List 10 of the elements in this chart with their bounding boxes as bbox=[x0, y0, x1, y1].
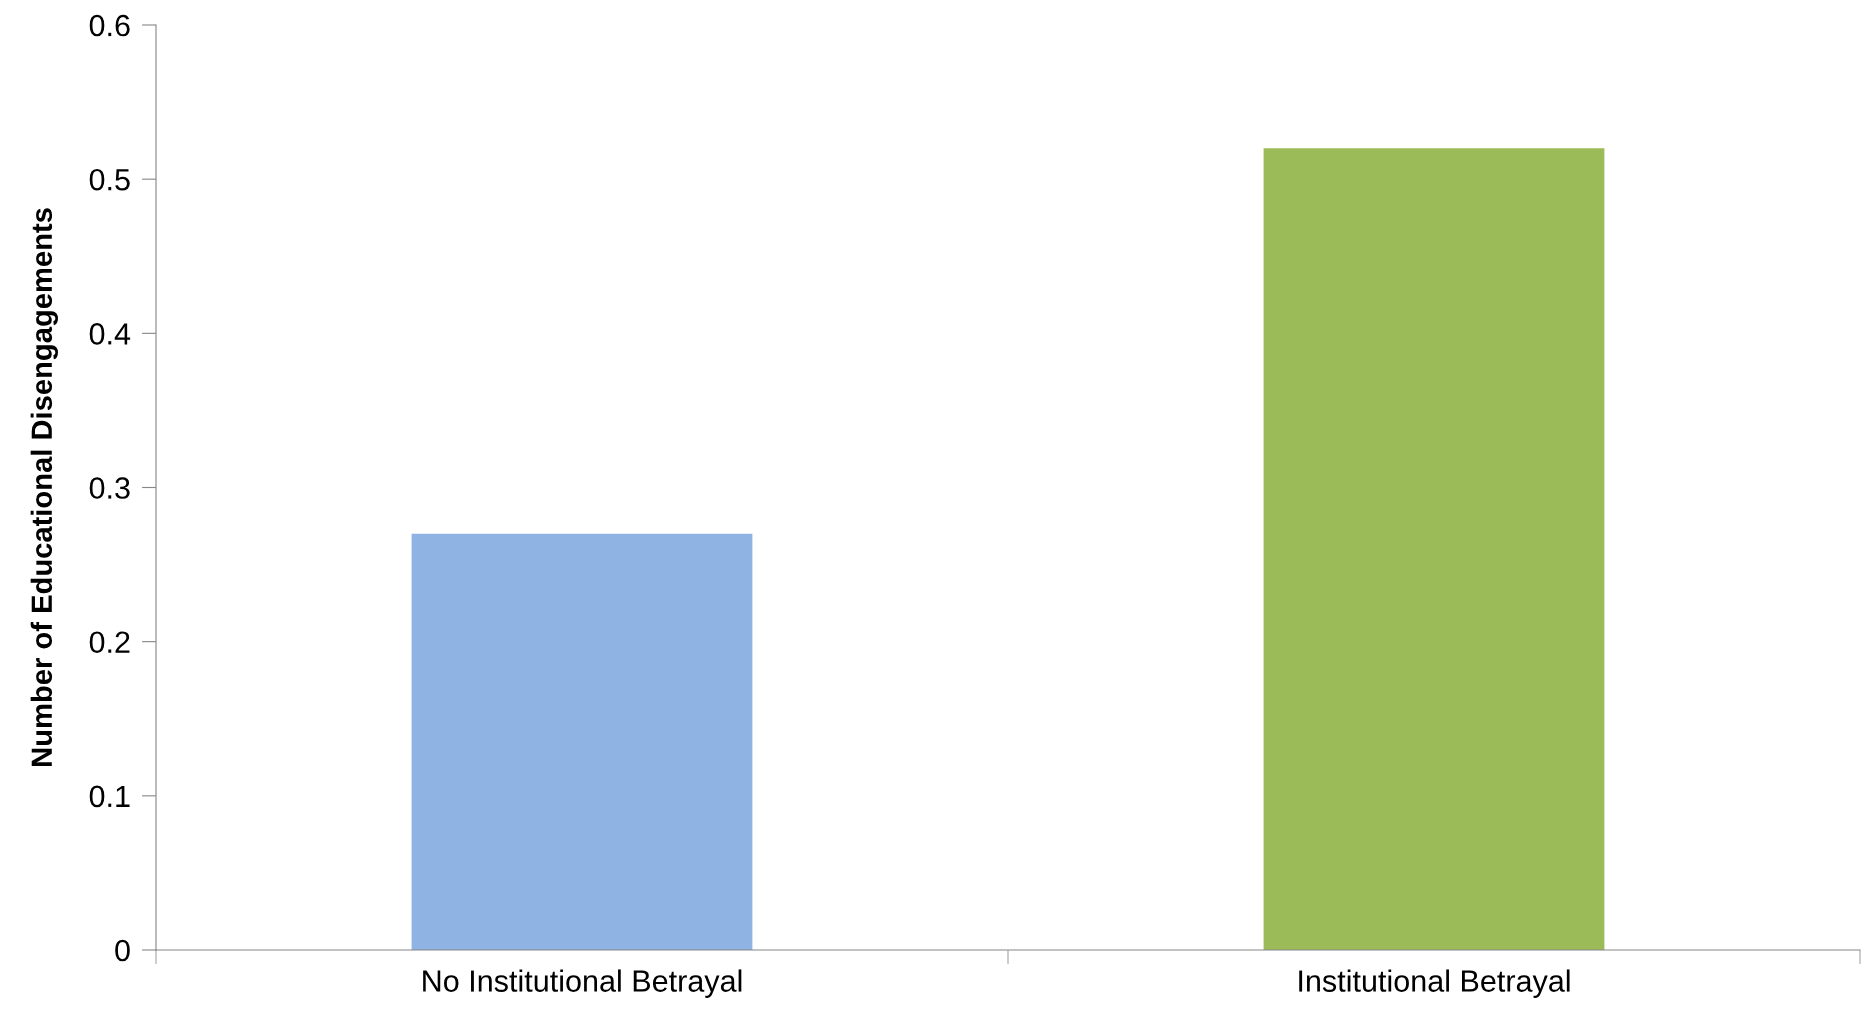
y-tick-label: 0.1 bbox=[89, 785, 130, 808]
y-tick-label: 0.4 bbox=[89, 323, 131, 345]
y-tick-label: 0 bbox=[115, 939, 130, 962]
y-axis-title: Number of Educational Disengagements bbox=[30, 208, 58, 766]
x-tick-label: Institutional Betrayal bbox=[1299, 969, 1570, 998]
y-tick-label: 0.3 bbox=[89, 477, 130, 499]
y-tick-label: 0.6 bbox=[89, 14, 130, 37]
x-tick-label: No Institutional Betrayal bbox=[423, 969, 742, 998]
y-tick-label: 0.2 bbox=[89, 631, 130, 654]
y-tick-label: 0.5 bbox=[89, 168, 130, 191]
